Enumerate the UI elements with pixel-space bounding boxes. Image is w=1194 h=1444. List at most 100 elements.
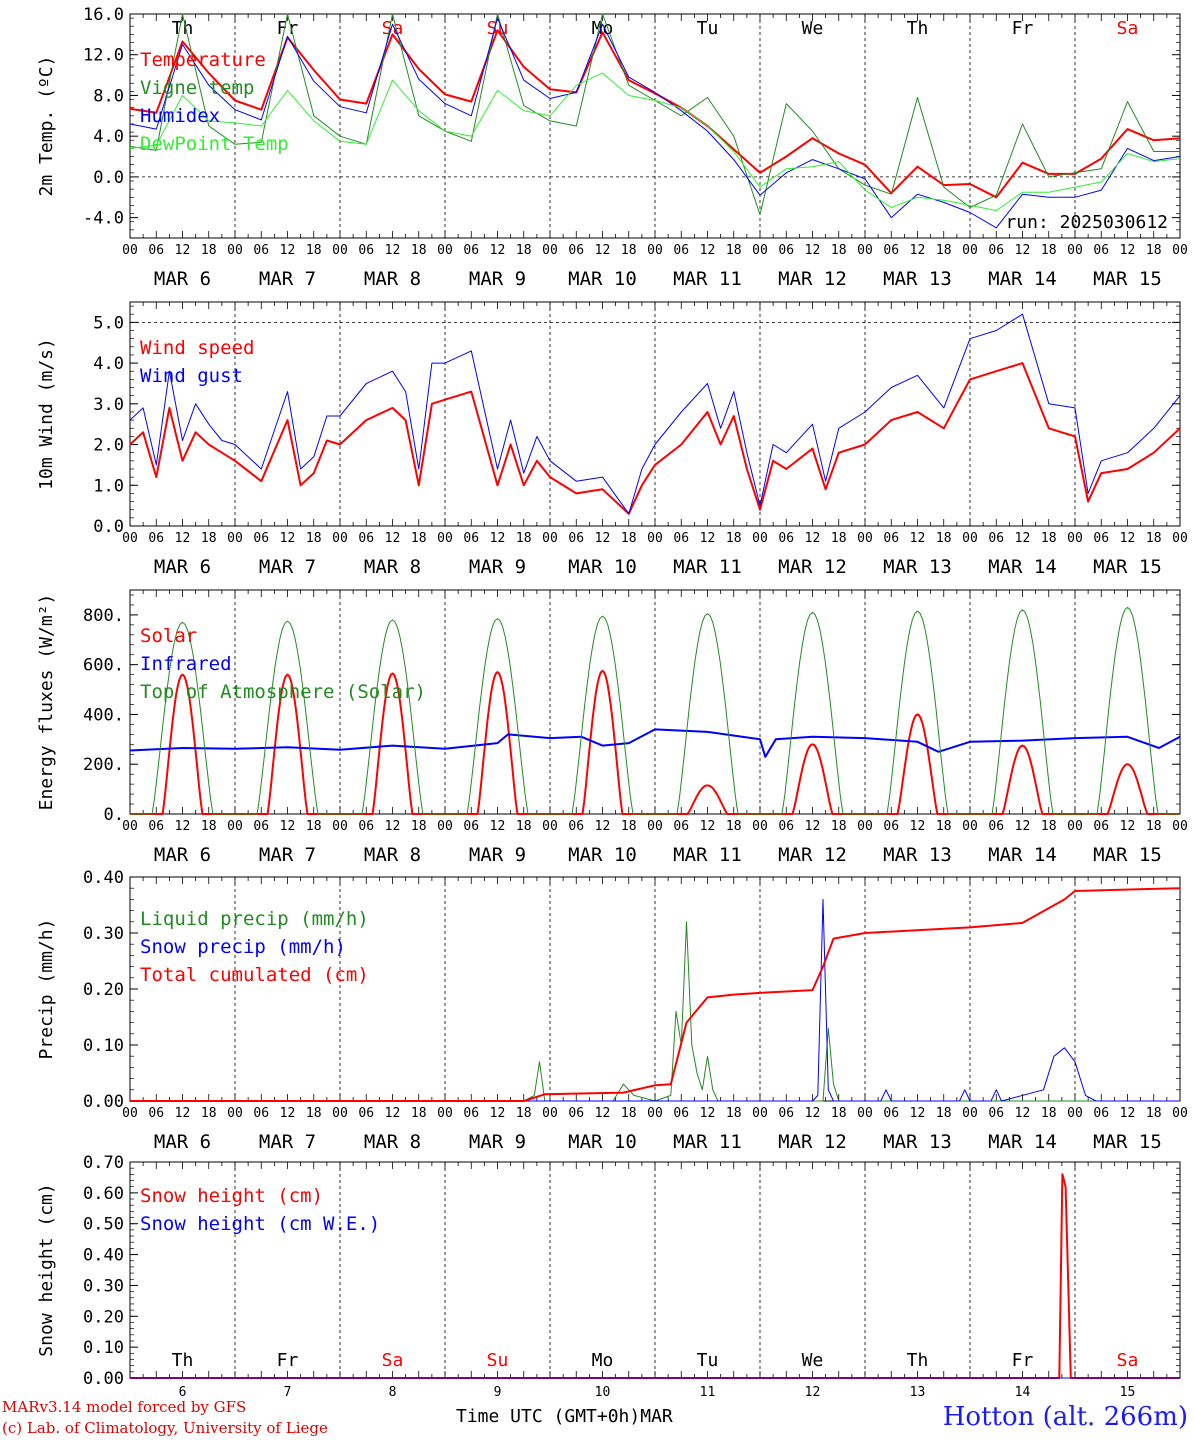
hour-tick-label: 06 bbox=[568, 1106, 584, 1121]
date-label: MAR 9 bbox=[469, 556, 526, 578]
day-name-label: Th bbox=[172, 1350, 194, 1371]
hour-tick-label: 18 bbox=[1146, 1106, 1162, 1121]
month-label: MAR bbox=[640, 1406, 673, 1427]
legend-entry: Wind speed bbox=[140, 337, 254, 359]
hour-tick-label: 12 bbox=[595, 1106, 611, 1121]
date-label: MAR 12 bbox=[778, 844, 847, 866]
hour-tick-label: 18 bbox=[936, 1106, 952, 1121]
legend-entry: Snow height (cm) bbox=[140, 1185, 323, 1207]
hour-tick-label: 00 bbox=[542, 531, 558, 546]
y-tick-label: 0.0 bbox=[93, 168, 124, 188]
legend-entry: Wind gust bbox=[140, 365, 243, 387]
date-label: MAR 15 bbox=[1093, 844, 1162, 866]
hour-tick-label: 12 bbox=[280, 243, 296, 258]
hour-tick-label: 18 bbox=[621, 531, 637, 546]
date-label: MAR 8 bbox=[364, 268, 421, 290]
hour-tick-label: 12 bbox=[805, 819, 821, 834]
hour-tick-label: 06 bbox=[358, 243, 374, 258]
hour-tick-label: 06 bbox=[778, 1106, 794, 1121]
hour-tick-label: 18 bbox=[936, 243, 952, 258]
date-label: MAR 9 bbox=[469, 844, 526, 866]
y-tick-label: 0.70 bbox=[83, 1153, 124, 1173]
date-label: MAR 11 bbox=[673, 1131, 742, 1153]
day-number-label: 15 bbox=[1120, 1385, 1136, 1400]
y-tick-label: 16.0 bbox=[83, 5, 124, 25]
y-tick-label: 0.0 bbox=[93, 517, 124, 537]
hour-tick-label: 12 bbox=[595, 243, 611, 258]
day-number-label: 13 bbox=[910, 1385, 926, 1400]
hour-tick-label: 00 bbox=[857, 243, 873, 258]
hour-tick-label: 18 bbox=[1146, 531, 1162, 546]
legend-entry: DewPoint Temp bbox=[140, 133, 289, 155]
hour-tick-label: 00 bbox=[122, 243, 138, 258]
hour-tick-label: 12 bbox=[175, 243, 191, 258]
hour-tick-label: 06 bbox=[463, 1106, 479, 1121]
date-label: MAR 7 bbox=[259, 268, 316, 290]
hour-tick-label: 00 bbox=[962, 243, 978, 258]
date-label: MAR 11 bbox=[673, 556, 742, 578]
hour-tick-label: 06 bbox=[1093, 243, 1109, 258]
y-tick-label: 0.00 bbox=[83, 1092, 124, 1112]
hour-tick-label: 00 bbox=[542, 1106, 558, 1121]
hour-tick-label: 12 bbox=[385, 531, 401, 546]
legend-entry: Solar bbox=[140, 625, 197, 647]
hour-tick-label: 00 bbox=[437, 243, 453, 258]
hour-tick-label: 06 bbox=[568, 819, 584, 834]
hour-tick-label: 00 bbox=[962, 1106, 978, 1121]
hour-tick-label: 12 bbox=[700, 819, 716, 834]
run-annotation: run: 2025030612 bbox=[1005, 212, 1168, 233]
y-tick-label: 400. bbox=[83, 705, 124, 725]
hour-tick-label: 00 bbox=[332, 531, 348, 546]
hour-tick-label: 18 bbox=[306, 819, 322, 834]
hour-tick-label: 06 bbox=[358, 819, 374, 834]
day-name-label: We bbox=[802, 1350, 824, 1371]
hour-tick-label: 12 bbox=[1015, 243, 1031, 258]
hour-tick-label: 18 bbox=[936, 531, 952, 546]
date-label: MAR 12 bbox=[778, 556, 847, 578]
series-line bbox=[129, 29, 1181, 199]
lab-credit: (c) Lab. of Climatology, University of L… bbox=[2, 1419, 328, 1437]
day-number-label: 12 bbox=[805, 1385, 821, 1400]
date-label: MAR 8 bbox=[364, 556, 421, 578]
date-label: MAR 7 bbox=[259, 1131, 316, 1153]
hour-tick-label: 12 bbox=[280, 1106, 296, 1121]
legend-entry: Humidex bbox=[140, 105, 220, 127]
day-number-label: 7 bbox=[284, 1385, 292, 1400]
hour-tick-label: 12 bbox=[910, 1106, 926, 1121]
hour-tick-label: 00 bbox=[1067, 1106, 1083, 1121]
day-name-label: Su bbox=[487, 1350, 509, 1371]
hour-tick-label: 00 bbox=[1172, 243, 1188, 258]
hour-tick-label: 18 bbox=[621, 1106, 637, 1121]
hour-tick-label: 00 bbox=[647, 243, 663, 258]
hour-tick-label: 12 bbox=[280, 531, 296, 546]
hour-tick-label: 06 bbox=[673, 819, 689, 834]
date-label: MAR 9 bbox=[469, 268, 526, 290]
hour-tick-label: 06 bbox=[253, 819, 269, 834]
day-name-label: Fr bbox=[1012, 1350, 1034, 1371]
y-tick-label: 0.40 bbox=[83, 868, 124, 888]
hour-tick-label: 00 bbox=[647, 819, 663, 834]
y-axis-label: Energy fluxes (W/m²) bbox=[36, 594, 57, 811]
date-label: MAR 10 bbox=[568, 268, 637, 290]
hour-tick-label: 12 bbox=[490, 243, 506, 258]
hour-tick-label: 12 bbox=[385, 1106, 401, 1121]
hour-tick-label: 12 bbox=[175, 531, 191, 546]
day-number-label: 9 bbox=[494, 1385, 502, 1400]
hour-tick-label: 06 bbox=[778, 819, 794, 834]
hour-tick-label: 18 bbox=[201, 819, 217, 834]
hour-tick-label: 12 bbox=[175, 1106, 191, 1121]
day-name-label: Th bbox=[907, 18, 929, 39]
hour-tick-label: 12 bbox=[910, 531, 926, 546]
hour-tick-label: 12 bbox=[1015, 531, 1031, 546]
day-number-label: 14 bbox=[1015, 1385, 1031, 1400]
y-tick-label: 1.0 bbox=[93, 476, 124, 496]
hour-tick-label: 18 bbox=[516, 531, 532, 546]
legend-entry: Vigne temp bbox=[140, 77, 254, 99]
y-tick-label: 0.00 bbox=[83, 1369, 124, 1389]
y-axis-label: 10m Wind (m/s) bbox=[36, 338, 57, 490]
date-label: MAR 6 bbox=[154, 1131, 211, 1153]
legend-entry: Top of Atmosphere (Solar) bbox=[140, 681, 426, 703]
hour-tick-label: 06 bbox=[673, 531, 689, 546]
date-label: MAR 8 bbox=[364, 1131, 421, 1153]
